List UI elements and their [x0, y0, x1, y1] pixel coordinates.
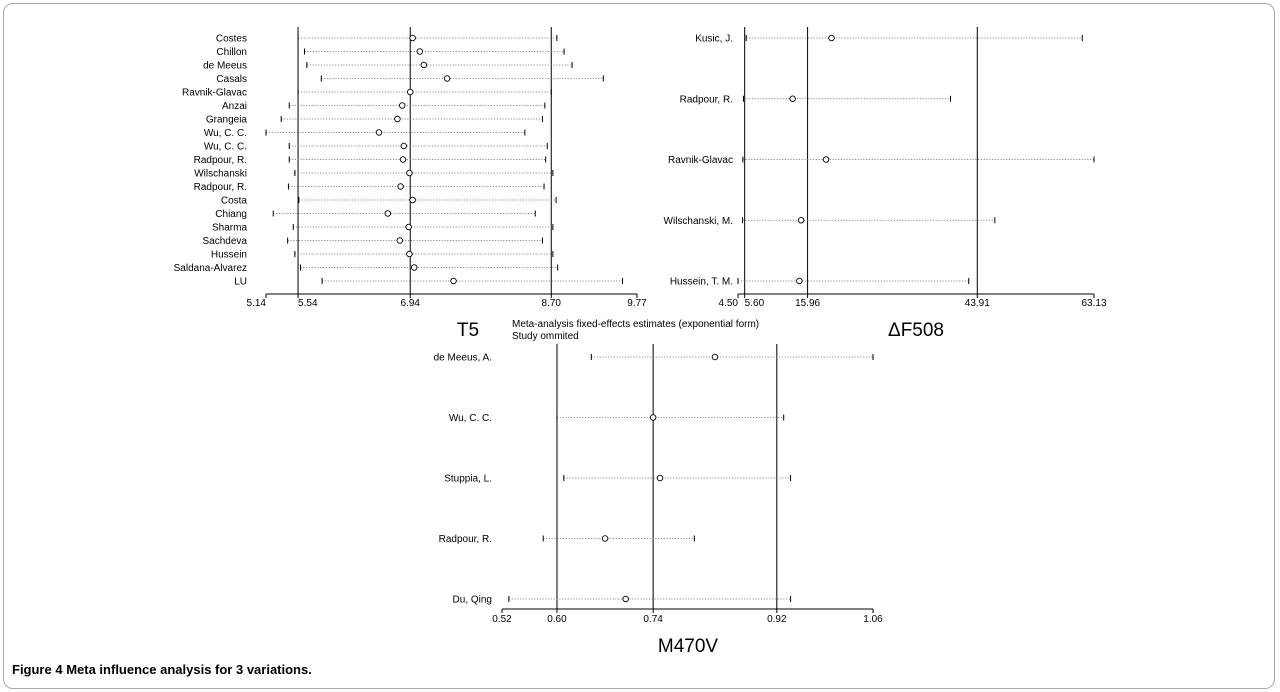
t5-study-label-18: LU [234, 277, 247, 288]
t5-study-label-16: Hussein [211, 250, 247, 261]
df508-estimate-point-4 [796, 277, 803, 285]
t5-estimate-point-8 [400, 142, 408, 150]
t5-study-label-17: Saldana-Alvarez [174, 263, 247, 274]
df508-estimate-point-3 [797, 216, 805, 224]
df508-tick-label-1: 5.60 [745, 298, 765, 309]
omitted-note: Study ommited [512, 331, 579, 342]
m470v-study-label-4: Du, Qing [453, 595, 492, 606]
t5-estimate-point-9 [399, 156, 407, 163]
t5-study-label-12: Costa [221, 196, 248, 207]
df508-estimate-point-2 [822, 156, 830, 163]
df508-study-label-4: Hussein, T. M. [670, 277, 733, 288]
t5-estimate-point-12 [409, 196, 416, 204]
t5-estimate-point-14 [405, 223, 412, 231]
t5-estimate-point-10 [406, 169, 413, 177]
df508-tick-label-4: 63.13 [1081, 298, 1106, 309]
m470v-estimate-point-2 [656, 474, 664, 482]
t5-study-label-13: Chiang [215, 209, 247, 220]
m470v-study-label-3: Radpour, R. [439, 534, 492, 545]
df508-tick-label-0: 4.50 [719, 298, 739, 309]
m470v-tick-label-0: 0.52 [492, 614, 512, 625]
t5-study-label-4: Ravnik-Glavac [182, 88, 247, 99]
figure-frame [3, 3, 1275, 689]
df508-tick-label-2: 15.96 [795, 298, 820, 309]
t5-study-label-14: Sharma [212, 223, 247, 234]
t5-study-label-7: Wu, C. C. [204, 128, 247, 139]
m470v-tick-label-3: 0.92 [767, 614, 787, 625]
forest-panel-t5: 5.14 5.54 6.94 8.70 9.77 Costes Chillon de Meeu… [174, 27, 647, 341]
forest-panel-m470v: 0.52 0.60 0.74 0.92 1.06 de Meeus, A. Wu, C. C… [434, 344, 883, 657]
m470v-study-label-1: Wu, C. C. [449, 413, 492, 424]
t5-study-label-9: Radpour, R. [194, 155, 247, 166]
t5-estimate-point-6 [394, 115, 401, 123]
t5-estimate-point-18 [450, 277, 457, 285]
t5-tick-label-3: 8.70 [542, 298, 562, 309]
t5-study-label-3: Casals [216, 74, 247, 85]
df508-study-label-1: Radpour, R. [680, 94, 733, 105]
m470v-tick-label-2: 0.74 [643, 614, 663, 625]
t5-estimate-point-16 [406, 250, 413, 258]
t5-study-label-15: Sachdeva [203, 236, 248, 247]
t5-estimate-point-2 [420, 61, 428, 69]
t5-estimate-point-5 [398, 102, 406, 109]
t5-study-label-6: Grangeia [206, 115, 248, 126]
t5-tick-label-4: 9.77 [627, 298, 647, 309]
t5-study-label-11: Radpour, R. [194, 182, 247, 193]
t5-tick-label-1: 5.54 [298, 298, 318, 309]
t5-study-label-2: de Meeus [203, 61, 247, 72]
t5-estimate-point-0 [409, 34, 416, 42]
forest-panel-df508: 4.50 5.60 15.96 43.91 63.13 Kusic, J. Radpour,… [664, 27, 1107, 341]
caption-text: Meta influence analysis for 3 variations… [66, 662, 312, 677]
t5-study-label-0: Costes [216, 34, 247, 45]
t5-estimate-point-13 [384, 210, 392, 217]
m470v-estimate-point-4 [622, 595, 629, 603]
t5-estimate-point-4 [406, 88, 414, 96]
m470v-estimate-point-3 [601, 535, 609, 542]
t5-estimate-point-1 [416, 48, 424, 55]
t5-estimate-point-7 [375, 129, 383, 136]
df508-estimate-point-0 [828, 34, 835, 42]
figure-caption: Figure 4 Meta influence analysis for 3 v… [12, 662, 312, 677]
t5-estimate-point-11 [397, 183, 404, 190]
m470v-study-label-2: Stuppia, L. [444, 474, 492, 485]
df508-study-label-3: Wilschanski, M. [664, 216, 733, 227]
m470v-tick-label-1: 0.60 [547, 614, 567, 625]
method-note: Meta-analysis fixed-effects estimates (e… [512, 319, 759, 330]
df508-study-label-2: Ravnik-Glavac [668, 155, 733, 166]
m470v-panel-title: M470V [658, 636, 719, 657]
t5-estimate-point-3 [443, 75, 451, 82]
df508-study-label-0: Kusic, J. [695, 34, 733, 45]
t5-study-label-8: Wu, C. C. [204, 142, 247, 153]
t5-panel-title: T5 [457, 320, 479, 341]
t5-estimate-point-15 [396, 237, 404, 244]
t5-estimate-point-17 [410, 264, 418, 271]
t5-study-label-1: Chillon [216, 47, 247, 58]
t5-study-label-5: Anzai [222, 101, 247, 112]
caption-label: Figure 4 [12, 662, 63, 677]
df508-panel-title: ΔF508 [888, 320, 944, 341]
m470v-estimate-point-0 [711, 353, 719, 361]
df508-estimate-point-1 [789, 95, 796, 102]
t5-study-label-10: Wilschanski [194, 169, 247, 180]
t5-tick-label-0: 5.14 [247, 298, 267, 309]
m470v-study-label-0: de Meeus, A. [434, 353, 492, 364]
df508-tick-label-3: 43.91 [965, 298, 990, 309]
m470v-tick-label-4: 1.06 [863, 614, 883, 625]
m470v-estimate-point-1 [649, 414, 657, 421]
t5-tick-label-2: 6.94 [400, 298, 420, 309]
